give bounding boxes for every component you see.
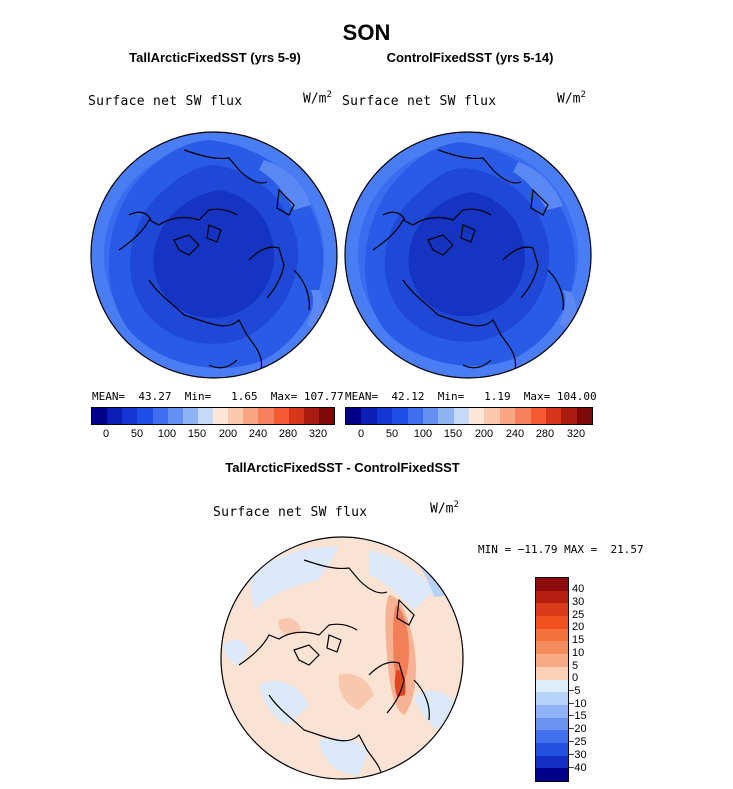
left-colorbar-tick: 100 (157, 428, 177, 440)
diff-colorbar-swatch (536, 590, 568, 604)
right-variable-label: Surface net SW flux (342, 94, 497, 109)
left-colorbar-swatch (288, 408, 304, 424)
right-colorbar-swatch (407, 408, 423, 424)
left-colorbar-swatch (228, 408, 244, 424)
left-polar-map (90, 131, 338, 379)
right-colorbar-swatch (484, 408, 500, 424)
diff-colorbar-tick: 20 (572, 621, 585, 633)
right-colorbar-swatch (438, 408, 454, 424)
diff-colorbar-swatch (536, 628, 568, 642)
diff-colorbar-swatch (536, 679, 568, 693)
left-colorbar-swatch (258, 408, 274, 424)
diff-unit-label: W/m2 (430, 500, 459, 517)
left-colorbar-swatch (92, 408, 108, 424)
diff-colorbar-swatch (536, 704, 568, 718)
diff-colorbar (535, 577, 569, 782)
left-colorbar-swatch (137, 408, 153, 424)
diff-colorbar-tick: −25 (568, 736, 587, 748)
left-colorbar-swatch (107, 408, 123, 424)
right-colorbar-swatch (515, 408, 531, 424)
right-colorbar-swatch (561, 408, 577, 424)
right-colorbar-swatch (346, 408, 362, 424)
diff-colorbar-tick: 5 (572, 660, 579, 672)
left-colorbar-tick: 50 (130, 428, 144, 440)
left-colorbar-swatch (122, 408, 138, 424)
diff-colorbar-swatch (536, 603, 568, 617)
left-colorbar-swatch (318, 408, 334, 424)
left-stats: MEAN= 43.27 Min= 1.65 Max= 107.77 (92, 390, 344, 403)
right-colorbar-swatch (422, 408, 439, 424)
diff-colorbar-tick: 0 (572, 672, 579, 684)
diff-colorbar-swatch (536, 755, 568, 769)
right-colorbar-swatch (530, 408, 546, 424)
diff-colorbar-swatch (536, 742, 568, 756)
right-colorbar-tick: 200 (474, 428, 494, 440)
right-colorbar-tick: 100 (413, 428, 433, 440)
right-colorbar-tick: 240 (505, 428, 525, 440)
diff-colorbar-swatch (536, 654, 568, 667)
right-colorbar-tick: 150 (443, 428, 463, 440)
diff-colorbar-tick: −40 (568, 762, 587, 774)
right-unit-label: W/m2 (557, 90, 586, 107)
left-colorbar-tick: 0 (102, 428, 110, 440)
left-colorbar-tick: 280 (278, 428, 298, 440)
left-colorbar-swatch (303, 408, 319, 424)
right-polar-map (344, 131, 592, 379)
diff-panel-title: TallArcticFixedSST - ControlFixedSST (225, 460, 460, 475)
left-colorbar-tick: 200 (218, 428, 238, 440)
left-colorbar-tick: 320 (308, 428, 328, 440)
diff-colorbar-tick: −20 (568, 723, 587, 735)
diff-polar-map (220, 536, 464, 780)
diff-colorbar-tick: −15 (568, 710, 587, 722)
right-colorbar-swatch (453, 408, 469, 424)
right-colorbar-swatch (545, 408, 562, 424)
left-colorbar-swatch (243, 408, 259, 424)
left-colorbar-swatch (152, 408, 168, 424)
diff-colorbar-swatch (536, 578, 568, 591)
left-colorbar-swatch (213, 408, 229, 424)
diff-colorbar-tick: −10 (568, 698, 587, 710)
right-stats: MEAN= 42.12 Min= 1.19 Max= 104.00 (345, 390, 597, 403)
left-colorbar (91, 407, 335, 425)
left-colorbar-swatch (273, 408, 289, 424)
diff-colorbar-tick: 15 (572, 634, 585, 646)
diff-colorbar-swatch (536, 641, 568, 655)
right-colorbar (345, 407, 593, 425)
right-panel-title: ControlFixedSST (yrs 5-14) (386, 50, 554, 65)
diff-colorbar-swatch (536, 768, 568, 781)
left-colorbar-tick: 240 (248, 428, 268, 440)
diff-colorbar-swatch (536, 616, 568, 629)
diff-colorbar-swatch (536, 717, 568, 731)
left-unit-label: W/m2 (303, 90, 332, 107)
right-colorbar-swatch (376, 408, 393, 424)
right-colorbar-swatch (469, 408, 485, 424)
diff-colorbar-tick: 10 (572, 647, 585, 659)
right-colorbar-tick: 320 (566, 428, 586, 440)
left-panel-title: TallArcticFixedSST (yrs 5-9) (129, 50, 301, 65)
diff-colorbar-tick: 25 (572, 609, 585, 621)
left-variable-label: Surface net SW flux (88, 94, 243, 109)
right-colorbar-tick: 50 (385, 428, 399, 440)
left-colorbar-swatch (167, 408, 183, 424)
right-colorbar-tick: 280 (535, 428, 555, 440)
diff-stats: MIN = −11.79 MAX = 21.57 (478, 543, 644, 556)
diff-colorbar-tick: 40 (572, 583, 585, 595)
diff-colorbar-tick: −30 (568, 749, 587, 761)
right-colorbar-swatch (392, 408, 408, 424)
right-colorbar-swatch (576, 408, 592, 424)
right-colorbar-swatch (499, 408, 516, 424)
left-colorbar-swatch (182, 408, 198, 424)
right-colorbar-tick: 0 (357, 428, 365, 440)
diff-colorbar-tick: 30 (572, 596, 585, 608)
diff-colorbar-swatch (536, 666, 568, 680)
diff-colorbar-tick: −5 (568, 685, 581, 697)
right-colorbar-swatch (361, 408, 377, 424)
figure-title: SON (342, 20, 391, 45)
diff-colorbar-swatch (536, 692, 568, 705)
diff-variable-label: Surface net SW flux (213, 505, 368, 520)
diff-colorbar-swatch (536, 730, 568, 743)
left-colorbar-swatch (197, 408, 213, 424)
left-colorbar-tick: 150 (187, 428, 207, 440)
